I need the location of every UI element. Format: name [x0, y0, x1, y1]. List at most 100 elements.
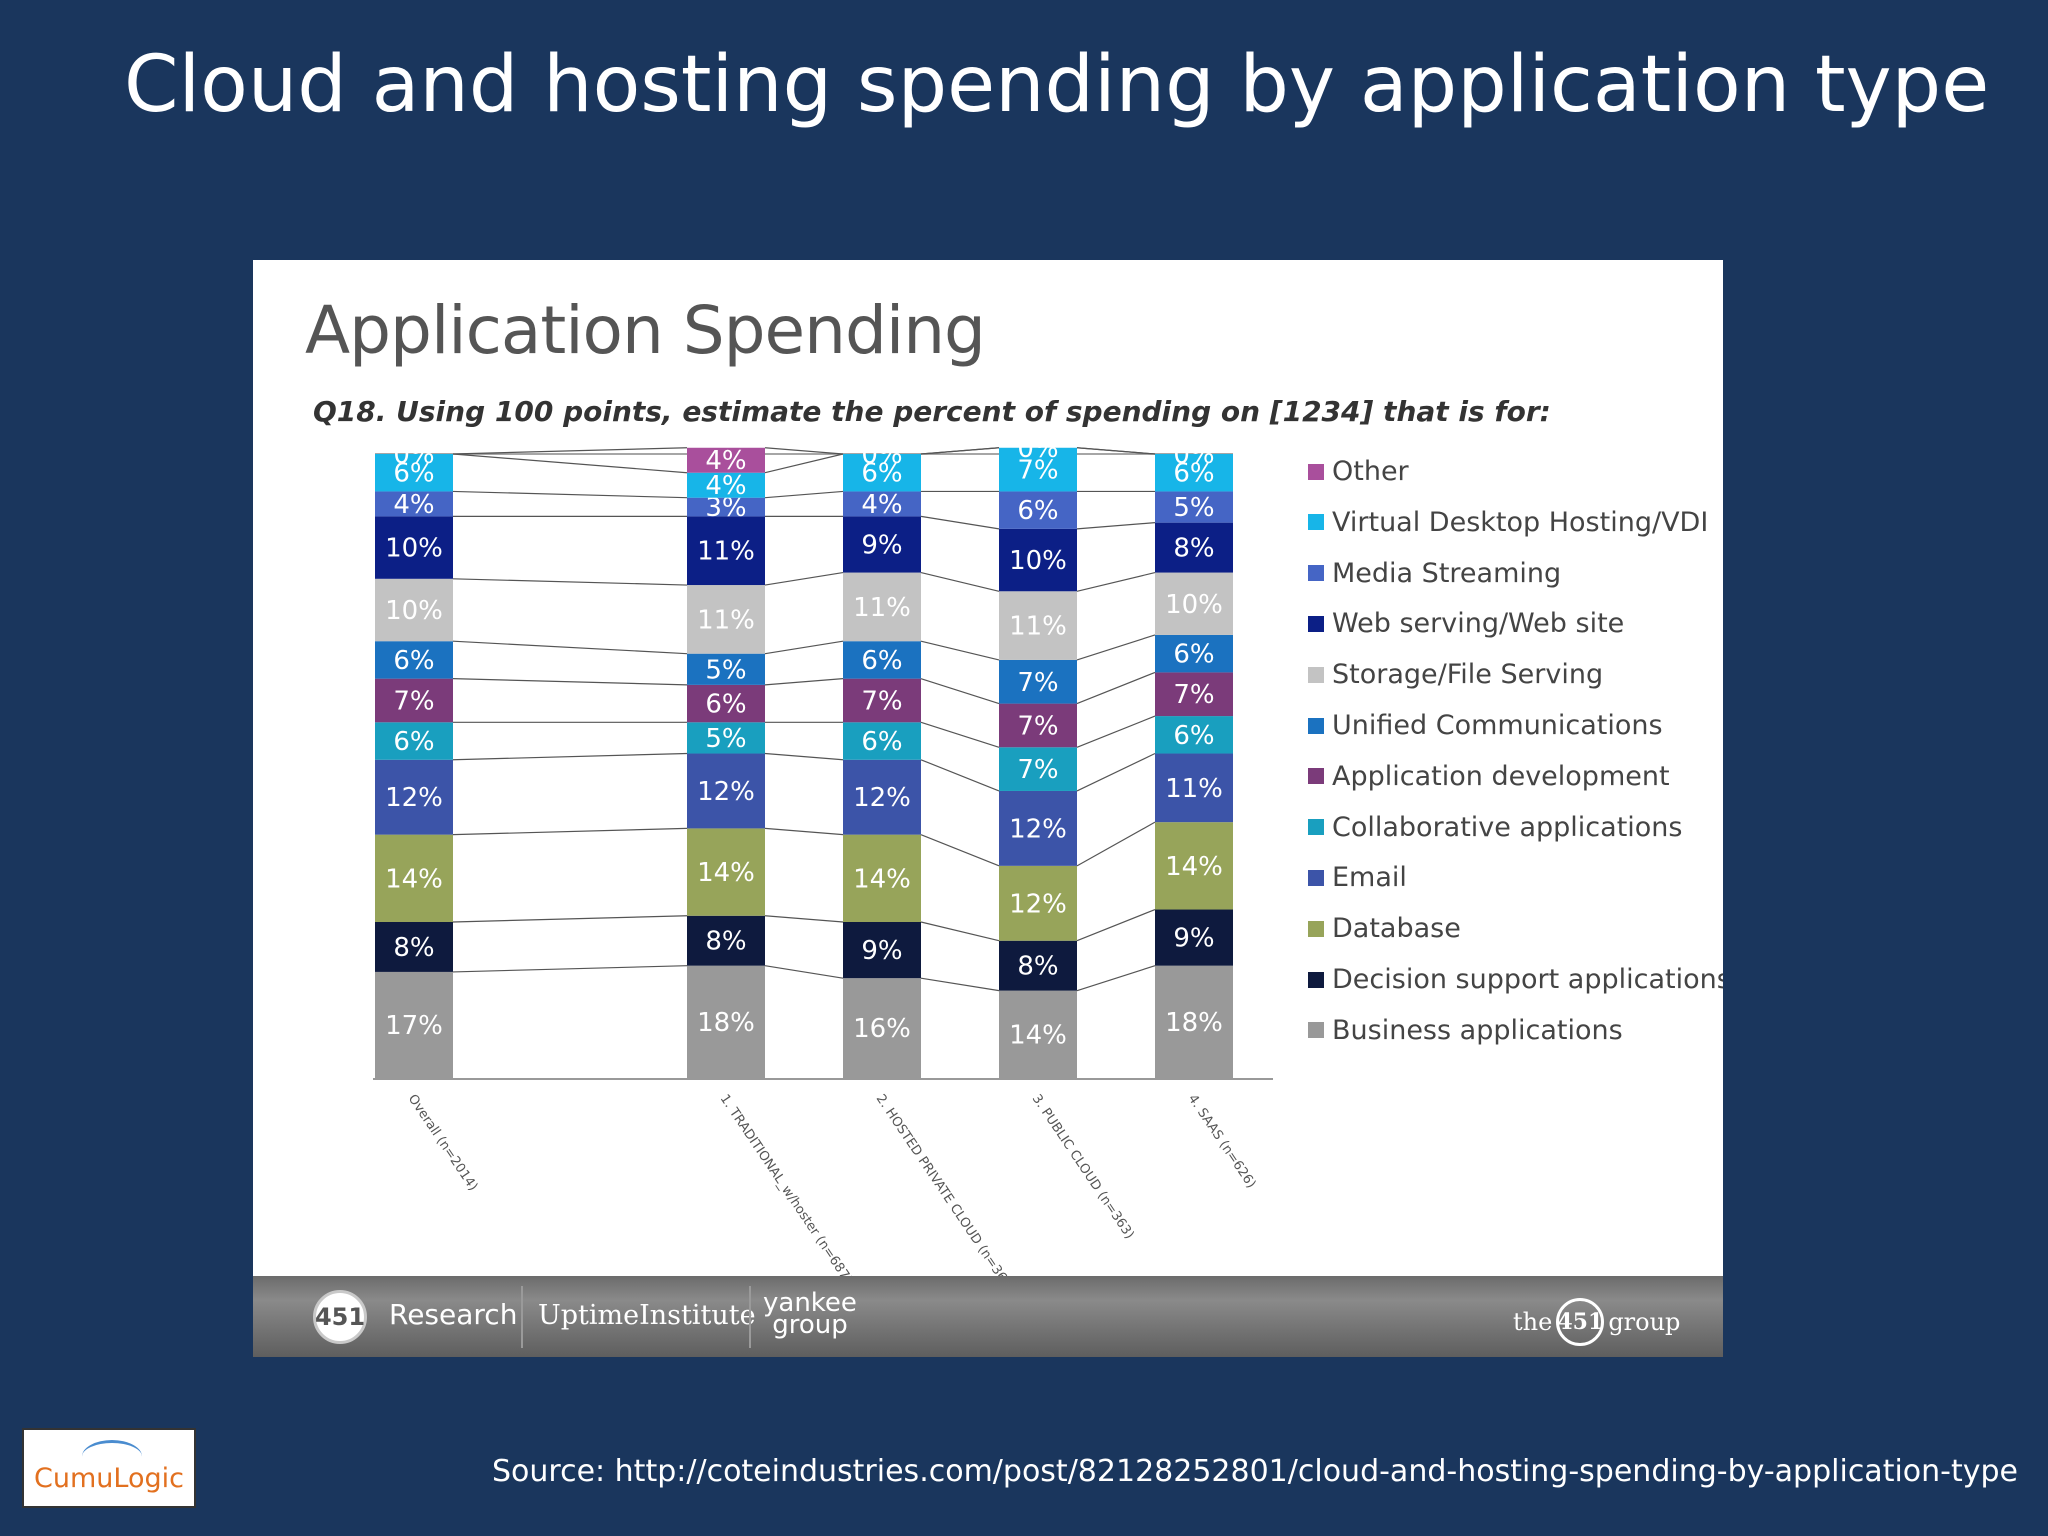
- legend-label: Business applications: [1332, 1014, 1623, 1046]
- connector-lines: [452, 447, 1156, 992]
- data-label: 8%: [1017, 952, 1058, 982]
- connector-line: [452, 678, 688, 686]
- data-label: 7%: [393, 686, 434, 716]
- bar-segment: [687, 722, 765, 754]
- data-label: 10%: [385, 534, 443, 564]
- connector-line: [1076, 752, 1156, 792]
- connector-line: [1076, 671, 1156, 705]
- legend-swatch: [1308, 666, 1324, 683]
- bar-segment: [843, 678, 921, 723]
- bar-segment: [687, 447, 765, 473]
- logo-yankee-group: yankee group: [763, 1288, 857, 1340]
- data-label: 11%: [853, 593, 911, 623]
- bar-segment: [1155, 753, 1233, 823]
- connector-line: [764, 827, 844, 836]
- legend-label: Virtual Desktop Hosting/VDI: [1332, 506, 1709, 538]
- series-collaborative-applications: 6% 5% 6% 7% 6%: [375, 716, 1233, 791]
- data-label: 0%: [1173, 440, 1214, 470]
- series-storage-file-serving: 10% 11% 11% 11% 10%: [375, 572, 1233, 660]
- connector-line: [920, 759, 1000, 792]
- logo-yankee-top: yankee: [763, 1288, 857, 1318]
- data-label: 11%: [1165, 774, 1223, 804]
- connector-line: [452, 453, 688, 474]
- data-label: 9%: [1173, 924, 1214, 954]
- data-label: 14%: [697, 858, 755, 888]
- connector-line: [764, 447, 844, 455]
- connector-line: [920, 640, 1000, 661]
- connector-line: [452, 490, 688, 499]
- data-label: 6%: [393, 727, 434, 757]
- legend-item: Email: [1308, 862, 1407, 893]
- connector-line: [920, 678, 1000, 705]
- bar-segment: [375, 759, 453, 835]
- logo-yankee-bottom: group: [772, 1310, 848, 1340]
- legend-item: Media Streaming: [1308, 558, 1561, 589]
- bar-segment: [375, 491, 453, 517]
- data-label: 6%: [1017, 496, 1058, 526]
- legend-swatch: [1308, 920, 1324, 937]
- bar-segment: [999, 990, 1077, 1078]
- data-label: 17%: [385, 1011, 443, 1041]
- bar-segment: [687, 965, 765, 1078]
- connector-line: [920, 571, 1000, 592]
- cumulogic-logo: CumuLogic: [22, 1428, 196, 1508]
- bar-segment: [1155, 716, 1233, 754]
- series-other: 0% 4% 0% 0% 0%: [393, 434, 1214, 476]
- legend-swatch: [1308, 1022, 1324, 1039]
- legend-item: Business applications: [1308, 1015, 1623, 1046]
- connector-line: [920, 447, 1000, 455]
- bar-segment: [999, 940, 1077, 991]
- connector-line: [1076, 908, 1156, 942]
- logo-uptime-institute: UptimeInstitute: [538, 1300, 756, 1331]
- series-business-applications: 17% 18% 16% 14% 18%: [375, 965, 1233, 1078]
- logo-the-text: the: [1513, 1308, 1553, 1336]
- bar-segment: [999, 790, 1077, 866]
- connector-line: [920, 515, 1000, 530]
- panel-footer: 451 Research UptimeInstitute yankee grou…: [253, 1276, 1723, 1357]
- data-label: 6%: [393, 459, 434, 489]
- connector-line: [1076, 965, 1156, 992]
- connector-line: [452, 827, 688, 836]
- x-tick-label: 2. HOSTED PRIVATE CLOUD (n=364): [873, 1092, 1017, 1276]
- data-label: 5%: [705, 655, 746, 685]
- bar-segment: [687, 915, 765, 966]
- connector-line: [920, 721, 1000, 748]
- bar-segment: [375, 454, 453, 492]
- bar-segment: [843, 978, 921, 1078]
- data-label: 6%: [705, 690, 746, 720]
- bar-segment: [1155, 634, 1233, 673]
- data-label: 4%: [705, 471, 746, 501]
- legend-swatch: [1308, 819, 1324, 836]
- bar-segment: [999, 747, 1077, 791]
- data-label: 6%: [1173, 459, 1214, 489]
- data-label: 10%: [385, 596, 443, 626]
- data-label: 12%: [1009, 889, 1067, 919]
- bar-segment: [375, 834, 453, 922]
- logo-451-circle: 451: [1556, 1298, 1605, 1346]
- bar-segment: [375, 641, 453, 679]
- slide-title: Cloud and hosting spending by applicatio…: [124, 40, 1990, 130]
- legend-swatch: [1308, 565, 1324, 582]
- bar-segment: [999, 865, 1077, 941]
- series-web-serving-web-site: 10% 11% 9% 10% 8%: [375, 516, 1233, 592]
- data-label: 0%: [1017, 434, 1058, 464]
- data-label: 8%: [1173, 534, 1214, 564]
- x-tick-label: 4. SAAS (n=626): [1185, 1092, 1259, 1191]
- data-label: 6%: [861, 727, 902, 757]
- bar-segment: [375, 678, 453, 723]
- connector-line: [452, 640, 688, 655]
- data-label: 7%: [861, 686, 902, 716]
- stacked-bar-chart: 17% 18% 16% 14% 18%8% 8% 9%8%9%14% 14% 14%12%14%…: [373, 434, 1273, 1276]
- bar-segment: [999, 491, 1077, 529]
- bar-segment: [1155, 491, 1233, 523]
- bar-segment: [843, 454, 921, 492]
- bar-segment: [843, 722, 921, 760]
- source-citation: Source: http://coteindustries.com/post/8…: [491, 1454, 2018, 1489]
- data-label: 7%: [1017, 456, 1058, 486]
- series-email: 12% 12% 12% 12% 11%: [375, 753, 1233, 866]
- series-media-streaming: 4% 3% 4% 6% 5%: [375, 490, 1233, 529]
- connector-line: [764, 752, 844, 761]
- data-label: 7%: [1017, 668, 1058, 698]
- legend-label: Web serving/Web site: [1332, 608, 1625, 640]
- legend-label: Media Streaming: [1332, 557, 1562, 589]
